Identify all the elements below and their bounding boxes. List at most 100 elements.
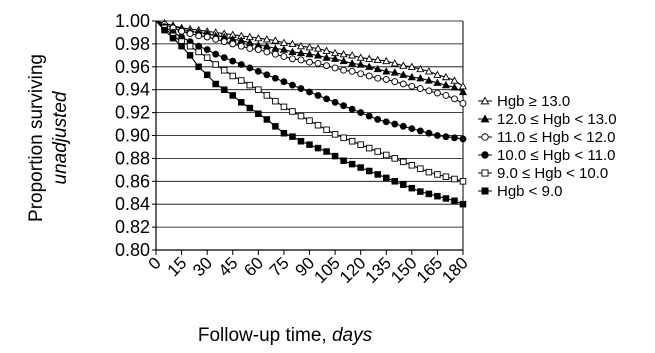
series-2-point-18 [306, 58, 313, 66]
legend-marker-3 [481, 151, 489, 159]
series-5-point-31 [417, 188, 424, 195]
series-4-point-18 [306, 117, 313, 124]
series-4-point-15 [280, 103, 288, 111]
series-2-point-21 [331, 64, 339, 72]
series-4-point-12 [255, 86, 262, 93]
series-2-point-5 [195, 32, 203, 40]
series-4-point-22 [340, 134, 347, 142]
series-4-point-13 [263, 92, 271, 99]
series-5-point-13 [263, 116, 271, 123]
series-3-point-35 [451, 134, 458, 142]
series-2-point-34 [442, 92, 450, 99]
series-4-point-20 [323, 126, 330, 134]
series-5-point-22 [340, 157, 347, 164]
series-5-point-6 [203, 71, 211, 79]
series-2-point-17 [297, 56, 305, 64]
series-2-point-19 [314, 59, 322, 67]
series-2-point-6 [203, 33, 211, 41]
series-1-point-35 [450, 83, 459, 91]
series-0-point-34 [441, 72, 451, 81]
series-0-point-32 [424, 67, 433, 75]
series-5-point-11 [246, 104, 254, 112]
series-2-point-32 [425, 87, 433, 95]
legend-marker-2 [481, 133, 489, 141]
series-4-point-10 [238, 77, 245, 84]
legend-item-0: Hgb ≥ 13.0 [478, 93, 570, 110]
series-0-point-31 [416, 64, 425, 73]
legend-item-5: Hgb < 9.0 [478, 183, 562, 200]
series-0-point-13 [262, 35, 271, 43]
series-3-point-30 [408, 125, 416, 133]
series-0-point-18 [305, 43, 314, 51]
y-tick-label-0.94: 0.94 [115, 80, 150, 100]
x-axis-title: Follow-up time, days [198, 325, 373, 346]
x-tick-label-45: 45 [215, 253, 242, 280]
x-tick-label-180: 180 [438, 253, 471, 286]
series-2-point-13 [263, 48, 271, 56]
series-5-point-30 [408, 184, 416, 192]
series-3-point-15 [280, 78, 288, 86]
series-5-point-15 [280, 129, 288, 137]
series-1-point-22 [339, 56, 348, 65]
y-tick-label-0.84: 0.84 [115, 194, 150, 214]
y-tick-label-1.00: 1.00 [115, 11, 150, 31]
series-2-point-16 [289, 55, 296, 63]
series-5 [155, 20, 467, 208]
series-3-point-5 [195, 42, 203, 50]
series-2-point-11 [246, 45, 254, 52]
series-1-point-32 [424, 76, 433, 84]
series-0-point-24 [356, 53, 365, 61]
series-4-point-6 [203, 54, 211, 61]
series-2-point-7 [212, 35, 220, 43]
series-0-point-29 [399, 61, 408, 69]
series-3-point-31 [416, 127, 424, 135]
legend-marker-4 [481, 169, 489, 177]
series-5-point-17 [297, 137, 305, 145]
series-5-point-36 [459, 200, 467, 208]
series-1-point-26 [373, 64, 382, 73]
y-tick-label-0.80: 0.80 [115, 240, 150, 260]
x-axis-title-unit: days [332, 325, 373, 346]
series-3-point-32 [425, 129, 433, 137]
series-5-point-32 [425, 190, 433, 198]
series-3-point-21 [331, 98, 339, 106]
series-3-point-20 [323, 95, 330, 103]
series-4-point-19 [314, 121, 322, 129]
series-2-point-14 [271, 50, 279, 58]
series-2-point-25 [365, 72, 373, 80]
series-4-point-7 [212, 61, 219, 68]
series-5-point-18 [306, 141, 313, 148]
y-tick-label-0.86: 0.86 [115, 171, 150, 191]
series-3-point-14 [271, 74, 279, 82]
series-4 [155, 20, 467, 185]
series-1-point-31 [416, 74, 425, 82]
series-0-point-25 [365, 54, 374, 62]
legend-label-1: 12.0 ≤ Hgb < 13.0 [497, 111, 617, 128]
series-4-point-31 [417, 165, 424, 172]
series-4-point-24 [357, 141, 364, 148]
series-1-point-18 [305, 49, 314, 58]
series-2-point-26 [374, 74, 382, 82]
series-3-point-8 [220, 54, 228, 62]
series-4-point-29 [400, 158, 407, 166]
series-lines [155, 19, 468, 208]
series-5-point-3 [178, 42, 185, 50]
series-1-point-28 [390, 68, 399, 76]
y-tick-label-0.98: 0.98 [115, 34, 150, 54]
series-1-point-15 [279, 45, 288, 53]
series-1-point-34 [441, 80, 451, 89]
series-0-point-17 [296, 41, 306, 50]
series-3 [155, 20, 467, 143]
series-5-point-16 [289, 133, 296, 140]
series-5-point-24 [357, 164, 364, 171]
series-5-point-23 [348, 160, 356, 168]
legend-item-1: 12.0 ≤ Hgb < 13.0 [478, 111, 617, 128]
series-4-point-14 [272, 97, 279, 105]
series-3-point-25 [365, 112, 373, 120]
grid-lines [155, 20, 464, 251]
series-1-point-17 [296, 48, 306, 57]
series-5-point-14 [272, 123, 279, 130]
series-0-point-14 [271, 36, 280, 44]
series-5-point-34 [442, 195, 450, 202]
